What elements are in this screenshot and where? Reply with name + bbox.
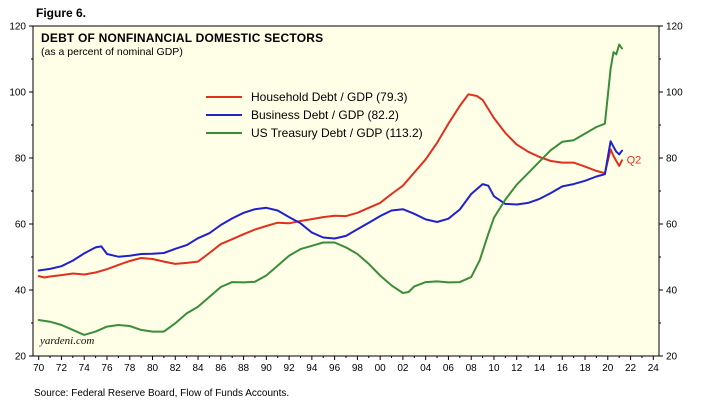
chart-title: DEBT OF NONFINANCIAL DOMESTIC SECTORS [41, 31, 324, 45]
x-tick-label: 84 [192, 363, 204, 374]
legend-item-household: Household Debt / GDP (79.3) [206, 88, 423, 106]
y-tick-label-right: 40 [666, 286, 678, 297]
household-debt-line [37, 93, 623, 279]
y-tick-label-left: 20 [15, 352, 27, 363]
x-tick-label: 20 [602, 363, 614, 374]
legend-label-household: Household Debt / GDP (79.3) [251, 90, 408, 104]
legend-label-business: Business Debt / GDP (82.2) [251, 108, 399, 122]
x-tick-label: 96 [329, 363, 341, 374]
legend-item-treasury: US Treasury Debt / GDP (113.2) [206, 124, 423, 142]
x-tick-label: 98 [352, 363, 364, 374]
x-tick-label: 12 [511, 363, 523, 374]
y-tick-label-right: 100 [666, 88, 683, 99]
x-tick-label: 74 [79, 363, 91, 374]
treasury-debt-line [37, 43, 623, 336]
x-tick-label: 88 [238, 363, 250, 374]
y-tick-label-right: 80 [666, 154, 678, 165]
treasury-line-swatch-icon [206, 131, 242, 135]
x-axis: 70 72 74 76 78 80 82 84 86 88 90 92 94 96 98 00 02 04 06 08… [33, 356, 659, 374]
business-debt-line [37, 140, 623, 272]
x-tick-label: 76 [101, 363, 113, 374]
y-tick-label-right: 120 [666, 22, 683, 33]
x-tick-label: 16 [557, 363, 569, 374]
y-tick-label-left: 80 [15, 154, 27, 165]
y-tick-label-right: 60 [666, 220, 678, 231]
chart-subtitle: (as a percent of nominal GDP) [41, 46, 183, 58]
x-tick-label: 92 [284, 363, 296, 374]
source-note: Source: Federal Reserve Board, Flow of F… [34, 388, 290, 399]
x-tick-label: 24 [648, 363, 660, 374]
x-tick-label: 02 [397, 363, 409, 374]
y-tick-label-right: 20 [666, 352, 678, 363]
x-tick-label: 06 [443, 363, 455, 374]
y-tick-label-left: 40 [15, 286, 27, 297]
yardeni-watermark: yardeni.com [40, 335, 95, 347]
x-tick-label: 90 [261, 363, 273, 374]
y-tick-label-left: 60 [15, 220, 27, 231]
x-tick-label: 08 [466, 363, 478, 374]
y-tick-label-left: 120 [9, 22, 26, 33]
household-line-swatch-icon [206, 95, 242, 99]
x-tick-label: 04 [420, 363, 432, 374]
x-tick-label: 80 [147, 363, 159, 374]
x-tick-label: 86 [215, 363, 227, 374]
y-tick-label-left: 100 [9, 88, 26, 99]
legend-item-business: Business Debt / GDP (82.2) [206, 106, 423, 124]
legend: Household Debt / GDP (79.3) Business Deb… [206, 88, 423, 142]
x-tick-label: 82 [170, 363, 182, 374]
y-axis: 20 20 40 40 60 60 80 80 100 100 120 120 [9, 22, 683, 363]
figure-label: Figure 6. [36, 6, 87, 20]
x-tick-label: 14 [534, 363, 546, 374]
x-tick-label: 18 [579, 363, 591, 374]
x-tick-label: 78 [124, 363, 136, 374]
x-tick-label: 70 [33, 363, 45, 374]
business-line-swatch-icon [206, 113, 242, 117]
x-tick-label: 00 [375, 363, 387, 374]
x-tick-label: 10 [488, 363, 500, 374]
x-tick-label: 22 [625, 363, 637, 374]
legend-label-treasury: US Treasury Debt / GDP (113.2) [251, 126, 423, 140]
x-tick-label: 72 [56, 363, 68, 374]
plot-area [32, 25, 660, 357]
q2-annotation: Q2 [627, 155, 642, 167]
x-tick-label: 94 [306, 363, 318, 374]
